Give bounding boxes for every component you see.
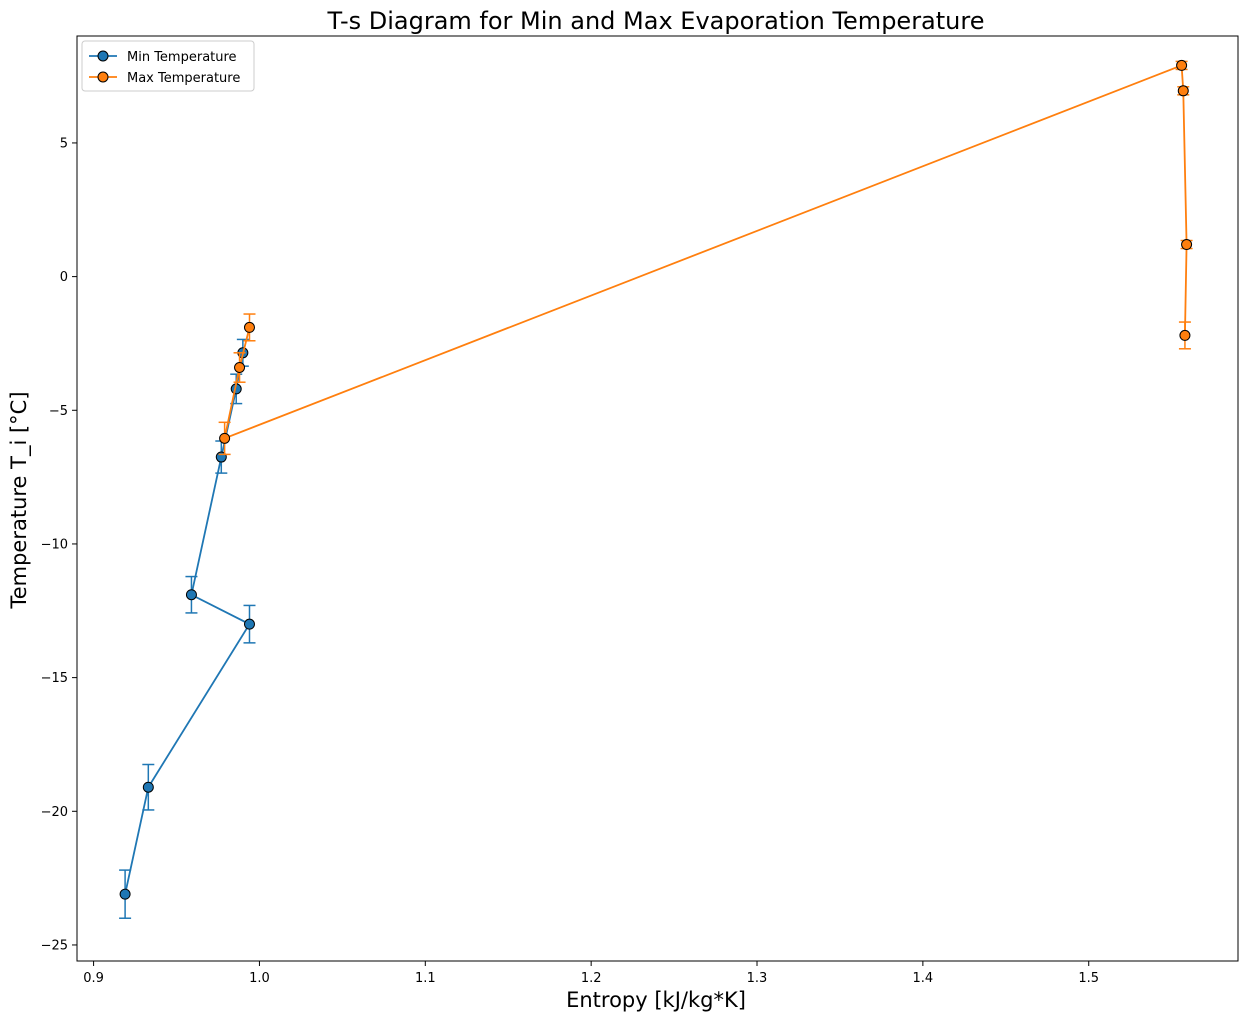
legend: Min Temperature Max Temperature xyxy=(81,40,255,92)
data-point xyxy=(234,362,246,374)
data-point xyxy=(219,432,231,444)
data-point xyxy=(243,321,255,333)
x-tick-label: 1.4 xyxy=(913,971,934,986)
x-axis-title: Entropy [kJ/kg*K] xyxy=(566,988,746,1012)
y-tick-label: 5 xyxy=(60,136,68,151)
x-tick-label: 1.2 xyxy=(581,971,602,986)
data-point xyxy=(142,781,154,793)
x-tick-label: 1.5 xyxy=(1078,971,1099,986)
series-layer xyxy=(119,59,1193,919)
legend-box xyxy=(81,40,255,92)
y-tick-label: −5 xyxy=(49,404,68,419)
legend-marker-max xyxy=(97,71,109,83)
data-point xyxy=(119,888,131,900)
data-point xyxy=(1181,239,1193,251)
data-point xyxy=(243,618,255,630)
y-axis-title: Temperature T_i [°C] xyxy=(7,391,32,609)
series-max xyxy=(218,59,1193,456)
y-tick-label: 0 xyxy=(60,270,68,285)
data-point xyxy=(185,589,197,601)
x-tick-label: 1.1 xyxy=(415,971,436,986)
y-tick-label: −25 xyxy=(41,938,68,953)
data-point xyxy=(1177,85,1189,97)
x-tick-label: 0.9 xyxy=(83,971,104,986)
y-tick-label: −10 xyxy=(41,537,68,552)
x-tick-label: 1.3 xyxy=(747,971,768,986)
legend-label-max: Max Temperature xyxy=(127,71,240,86)
y-axis: −25 −20 −15 −10 −5 0 5 xyxy=(41,136,77,953)
data-point xyxy=(1179,329,1191,341)
x-axis: 0.9 1.0 1.1 1.2 1.3 1.4 1.5 xyxy=(83,961,1099,986)
x-tick-label: 1.0 xyxy=(249,971,270,986)
legend-marker-min xyxy=(97,50,109,62)
data-point xyxy=(1176,59,1188,71)
legend-label-min: Min Temperature xyxy=(127,50,237,65)
chart-title: T-s Diagram for Min and Max Evaporation … xyxy=(327,7,985,35)
series-min xyxy=(119,338,256,919)
y-tick-label: −15 xyxy=(41,671,68,686)
plot-area xyxy=(76,35,1239,962)
y-tick-label: −20 xyxy=(41,805,68,820)
